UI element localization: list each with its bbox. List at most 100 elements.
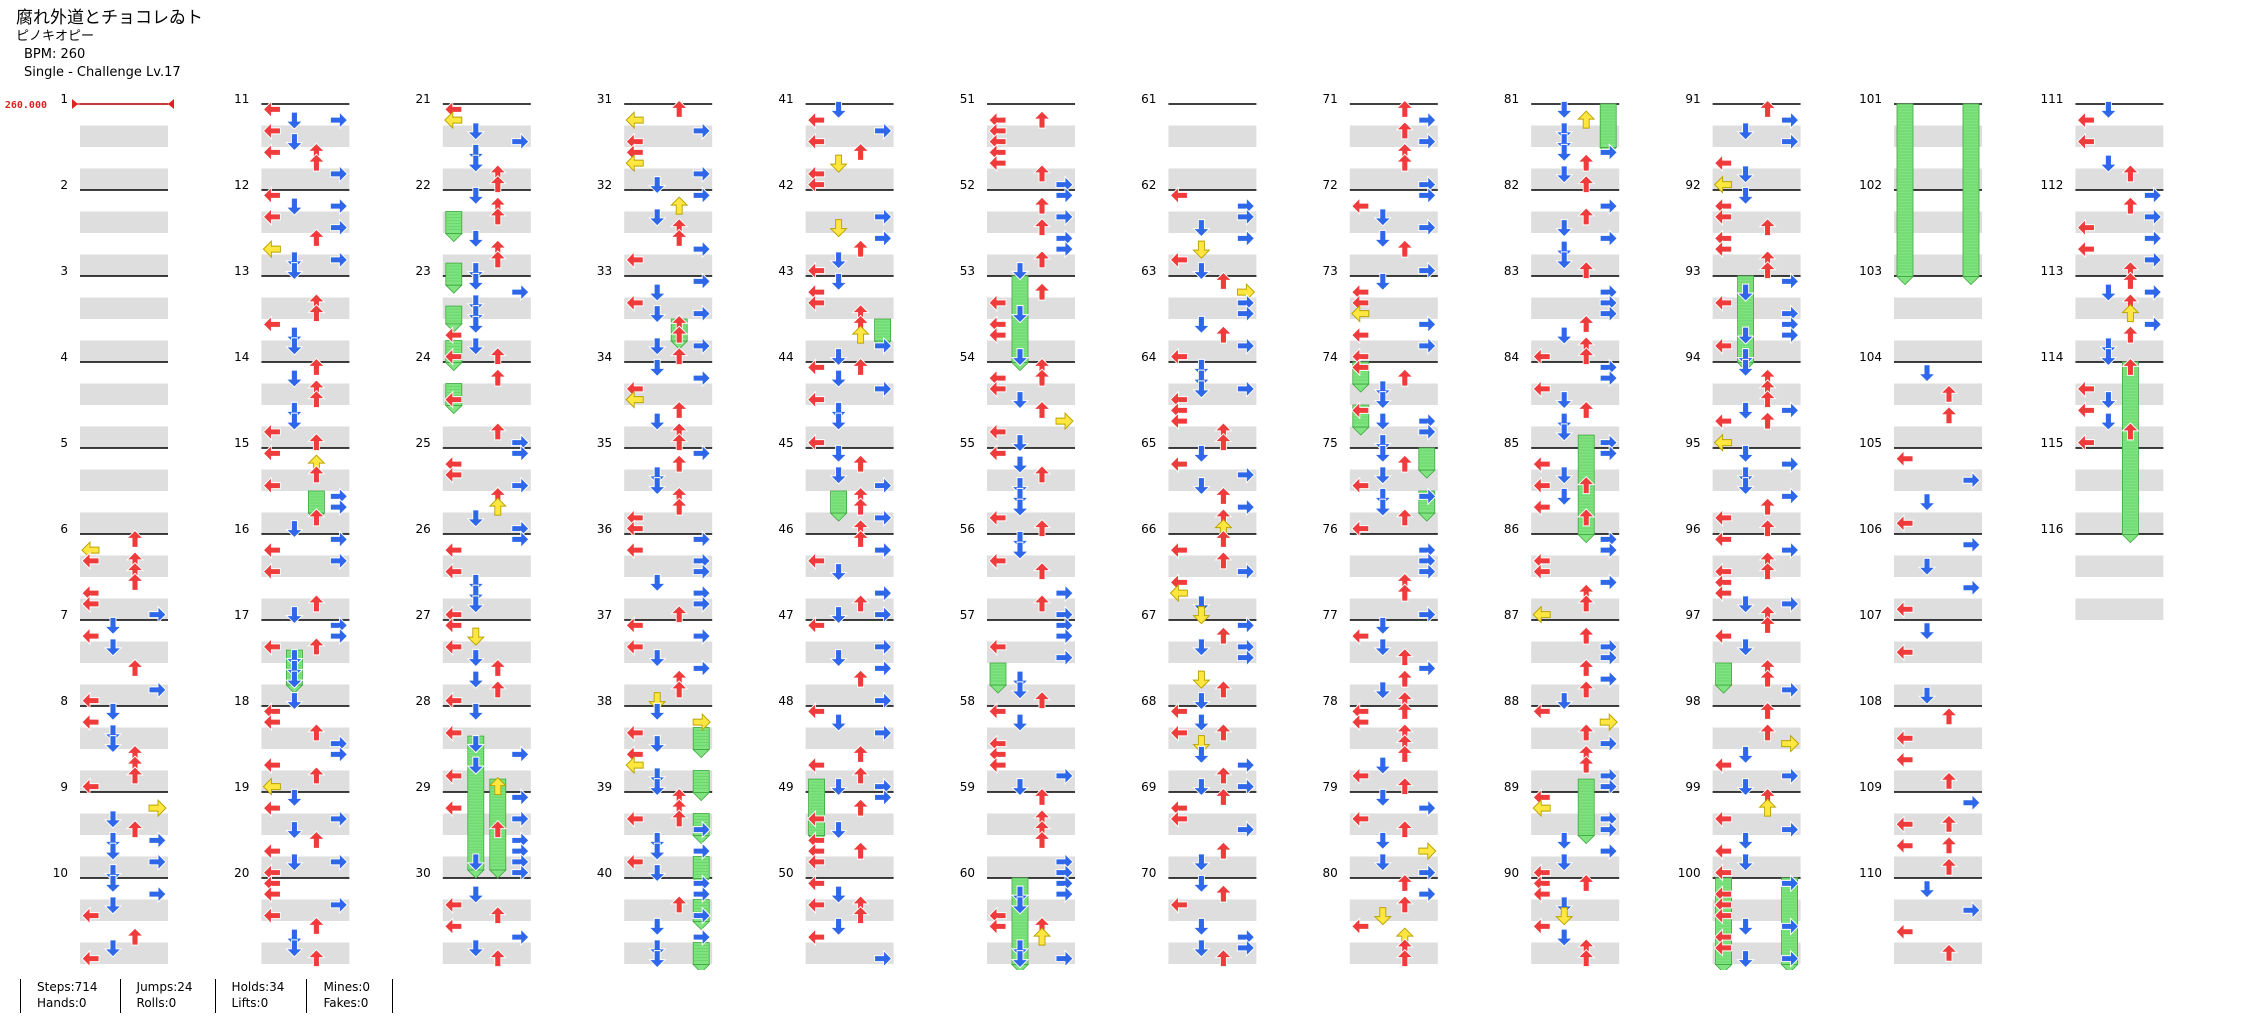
- down-arrow-icon: [285, 520, 304, 539]
- down-arrow-icon: [1555, 896, 1574, 915]
- beat-stripe: [805, 168, 894, 190]
- measure-number: 65: [1141, 436, 1156, 450]
- beat-stripe: [2075, 555, 2164, 577]
- measure-47: 47: [778, 608, 894, 706]
- right-arrow-icon: [1418, 111, 1437, 130]
- measure-number: 71: [1323, 92, 1338, 106]
- beat-stripe: [1531, 684, 1620, 706]
- left-arrow-icon: [262, 100, 281, 119]
- down-arrow-icon: [1736, 745, 1755, 765]
- left-arrow-icon: [444, 326, 463, 345]
- beat-stripe: [80, 512, 168, 534]
- up-arrow-icon: [1758, 518, 1777, 538]
- down-arrow-icon: [1555, 326, 1574, 345]
- left-arrow-icon: [262, 143, 281, 162]
- beat-stripe: [261, 340, 350, 362]
- left-arrow-icon: [262, 541, 281, 560]
- up-arrow-icon: [1032, 830, 1052, 849]
- right-arrow-icon: [511, 788, 530, 807]
- hold-body: [1781, 877, 1798, 965]
- up-arrow-icon: [1758, 561, 1777, 581]
- up-arrow-icon: [1577, 346, 1596, 366]
- beat-stripe: [261, 641, 350, 663]
- measure-58: 58: [960, 694, 1075, 792]
- hold-tail-icon: [444, 284, 463, 294]
- right-arrow-icon: [2143, 186, 2163, 205]
- down-arrow-icon: [829, 466, 848, 485]
- measure-number: 4: [60, 350, 68, 364]
- beat-stripe: [1712, 297, 1801, 319]
- up-arrow-icon: [1214, 948, 1233, 968]
- up-arrow-icon: [2121, 196, 2140, 215]
- measure-number: 110: [1859, 866, 1882, 880]
- beat-stripe: [80, 555, 168, 577]
- down-arrow-icon: [829, 348, 848, 367]
- measure-42: 42: [778, 178, 894, 276]
- measure-22: 22: [416, 178, 531, 276]
- down-arrow-icon: [829, 219, 848, 238]
- beat-stripe: [261, 813, 350, 835]
- beat-stripe: [80, 942, 168, 964]
- beat-stripe: [442, 813, 531, 835]
- beat-stripe: [624, 899, 713, 921]
- measure-100: 100: [1678, 866, 1801, 964]
- beat-stripe: [624, 469, 713, 491]
- measure-number: 94: [1685, 350, 1700, 364]
- beat-stripe: [442, 469, 531, 491]
- beat-stripe: [442, 211, 531, 233]
- right-arrow-icon: [1418, 605, 1437, 624]
- up-arrow-icon: [1214, 884, 1233, 903]
- measure-number: 10: [53, 866, 68, 880]
- measure-87: 87: [1504, 608, 1620, 706]
- right-arrow-icon: [1599, 648, 1618, 667]
- beat-stripe: [1168, 512, 1257, 534]
- right-arrow-icon: [692, 272, 711, 291]
- measure-number: 99: [1685, 780, 1700, 794]
- left-arrow-icon: [2076, 379, 2095, 398]
- measure-number: 102: [1859, 178, 1882, 192]
- down-arrow-icon: [1010, 713, 1030, 732]
- measure-number: 53: [960, 264, 975, 278]
- left-arrow-icon: [1169, 541, 1188, 560]
- beat-stripe: [1168, 469, 1257, 491]
- down-arrow-icon: [1736, 165, 1755, 184]
- up-arrow-icon: [851, 798, 870, 817]
- hold-note: [1599, 103, 1618, 157]
- left-arrow-icon: [262, 885, 281, 904]
- beat-stripe: [261, 899, 350, 921]
- beat-stripe: [1168, 727, 1257, 749]
- right-arrow-icon: [329, 218, 349, 237]
- down-arrow-icon: [103, 735, 123, 754]
- beat-stripe: [442, 770, 531, 792]
- right-arrow-icon: [329, 250, 349, 269]
- left-arrow-icon: [444, 541, 463, 560]
- up-arrow-icon: [125, 529, 145, 548]
- beat-stripe: [624, 856, 713, 878]
- right-arrow-icon: [1236, 777, 1256, 796]
- down-arrow-icon: [1010, 530, 1030, 550]
- measure-65: 65: [1141, 436, 1257, 534]
- beat-stripe: [2075, 254, 2164, 276]
- up-arrow-icon: [851, 841, 870, 860]
- left-arrow-icon: [1351, 326, 1370, 345]
- left-arrow-icon: [988, 422, 1007, 441]
- beat-stripe: [805, 254, 894, 276]
- down-arrow-icon: [1917, 686, 1937, 705]
- down-arrow-icon: [285, 326, 304, 345]
- down-arrow-icon: [648, 702, 667, 722]
- down-arrow-icon: [1010, 391, 1030, 410]
- left-arrow-icon: [444, 799, 463, 818]
- down-arrow-icon: [466, 702, 485, 722]
- right-arrow-icon: [874, 584, 893, 603]
- measure-number: 9: [60, 780, 68, 794]
- down-arrow-icon: [1010, 348, 1030, 367]
- right-arrow-icon: [511, 132, 530, 151]
- up-arrow-icon: [851, 454, 870, 473]
- down-arrow-icon: [829, 778, 848, 797]
- up-arrow-icon: [1032, 465, 1052, 484]
- beat-stripe: [624, 770, 713, 792]
- measure-number: 79: [1323, 780, 1338, 794]
- right-arrow-icon: [692, 842, 711, 861]
- right-arrow-icon: [874, 691, 893, 710]
- right-arrow-icon: [874, 379, 893, 398]
